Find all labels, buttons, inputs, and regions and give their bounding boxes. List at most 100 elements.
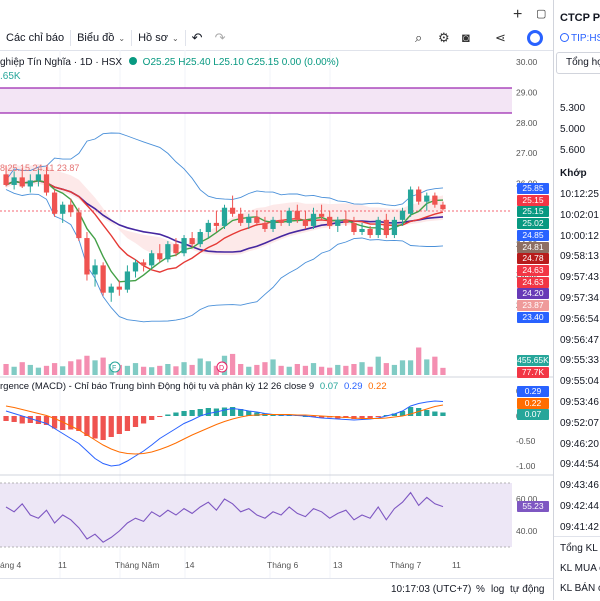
macd-signal-value: 0.22	[368, 381, 387, 392]
candle-body	[132, 262, 139, 272]
chart-canvas[interactable]: 30.0029.0028.0027.0026.0024.0023.0022.00…	[0, 50, 553, 578]
clock-label: 10:17:03 (UTC+7)	[391, 584, 472, 595]
trade-time: 09:53:46	[560, 397, 599, 408]
macd-bar	[84, 416, 90, 436]
macd-hist-value: 0.07	[319, 381, 339, 392]
toolbar-divider	[131, 30, 133, 46]
symbol-name[interactable]: ghiệp Tín Nghĩa · 1D · HSX	[0, 57, 123, 68]
low-value: L25.10	[213, 57, 244, 68]
price-badge: 23.87	[517, 300, 549, 311]
macd-bar	[246, 411, 252, 416]
candle-body	[221, 207, 228, 226]
price-badge: 24.81	[517, 241, 549, 253]
candle-body	[76, 212, 82, 239]
plus-icon[interactable]: +	[513, 6, 523, 23]
volume-bar	[124, 365, 131, 375]
ticker-row[interactable]: TIP:HS	[560, 33, 600, 44]
candle-body	[383, 219, 389, 236]
ichimoku-cloud	[6, 164, 443, 256]
candle-body	[416, 189, 422, 202]
indicators-label: Các chỉ báo	[6, 32, 65, 44]
macd-bar	[19, 416, 25, 424]
macd-tick-label: -1.00	[516, 461, 536, 471]
auto-toggle[interactable]: tự động	[510, 584, 545, 595]
time-axis[interactable]: áng 4 11 Tháng Năm 14 Tháng 6 13 Tháng 7 11	[0, 560, 461, 570]
candle-body	[43, 174, 50, 193]
right-panel: CTCP Ph TIP:HS Tổng họ 5.300 5.000 5.600 K…	[553, 0, 600, 600]
percent-toggle[interactable]: %	[476, 584, 485, 595]
profile-dropdown[interactable]: Hồ sơ ⌄	[132, 26, 185, 50]
trade-time: 09:58:13	[560, 251, 599, 263]
camera-icon[interactable]: ◙	[462, 30, 470, 45]
time-tick-label: 14	[185, 560, 195, 570]
volume-bar	[424, 359, 430, 375]
redo-button[interactable]: ↷	[209, 26, 232, 50]
candle-body	[84, 238, 90, 275]
macd-badge: 0.22	[517, 397, 549, 409]
gear-icon[interactable]: ⚙	[438, 30, 450, 45]
volume-bar	[51, 363, 58, 375]
candle-body	[197, 232, 203, 245]
event-marker-f[interactable]	[109, 361, 121, 373]
candle-body	[359, 228, 365, 232]
macd-bar	[140, 416, 147, 424]
macd-bar	[197, 409, 203, 416]
macd-bar	[229, 407, 236, 416]
volume-legend: .65K	[0, 71, 21, 82]
search-icon[interactable]: ⌕	[415, 30, 423, 45]
candle-body	[124, 271, 131, 290]
candle-body	[173, 244, 179, 254]
volume-bar	[375, 356, 381, 375]
redo-icon: ↷	[214, 30, 226, 45]
volume-bar	[76, 359, 82, 375]
log-toggle[interactable]: log	[491, 584, 505, 595]
chart-type-dropdown[interactable]: Biểu đồ ⌄	[71, 26, 131, 50]
volume-bar	[213, 365, 220, 375]
undo-button[interactable]: ↶	[186, 26, 209, 50]
volume-bar	[262, 362, 268, 375]
price-badge: 24.78	[517, 253, 549, 265]
volume-bar	[254, 364, 260, 375]
macd-bar	[407, 407, 414, 416]
candle-body	[149, 253, 155, 266]
candle-body	[318, 213, 325, 217]
indicators-button[interactable]: Các chỉ báo	[0, 26, 70, 50]
volume-bar	[149, 367, 155, 375]
maximize-icon[interactable]: ▢	[536, 8, 547, 20]
macd-bar	[221, 407, 228, 416]
candle-body	[68, 204, 74, 213]
time-tick-label: 11	[452, 560, 461, 570]
trade-time: 09:46:20	[560, 438, 599, 450]
macd-bar	[254, 412, 260, 416]
toolbar-divider	[184, 30, 186, 46]
candle-body	[19, 177, 25, 187]
summary-tab[interactable]: Tổng họ	[556, 52, 600, 74]
volume-bar	[399, 360, 406, 375]
price-tick-label: 29.00	[516, 87, 538, 97]
volume-bar	[43, 365, 50, 375]
macd-line-value: 0.29	[343, 381, 363, 392]
price-tick-label: 28.00	[516, 118, 538, 128]
candle-body	[335, 219, 341, 226]
rsi-line	[5, 491, 444, 543]
macd-bar	[27, 416, 33, 423]
candle-body	[27, 180, 33, 187]
volume-bar	[165, 364, 171, 375]
trade-time: 09:56:54	[560, 313, 599, 325]
volume-bar	[440, 367, 446, 375]
volume-bar	[132, 363, 139, 375]
logo-icon[interactable]	[527, 30, 543, 46]
share-icon[interactable]: ⋖	[495, 30, 506, 45]
volume-bar	[100, 357, 106, 375]
chevron-down-icon: ⌄	[118, 33, 126, 43]
macd-bar	[440, 412, 446, 416]
candle-body	[278, 219, 284, 223]
candle-body	[424, 195, 430, 202]
candle-body	[3, 174, 9, 185]
open-value: O25.25	[142, 57, 176, 68]
event-marker-d[interactable]	[216, 361, 228, 373]
volume-bar	[92, 360, 98, 375]
volume-bar	[238, 364, 244, 375]
volume-bar	[343, 365, 349, 375]
candle-body	[140, 262, 147, 266]
